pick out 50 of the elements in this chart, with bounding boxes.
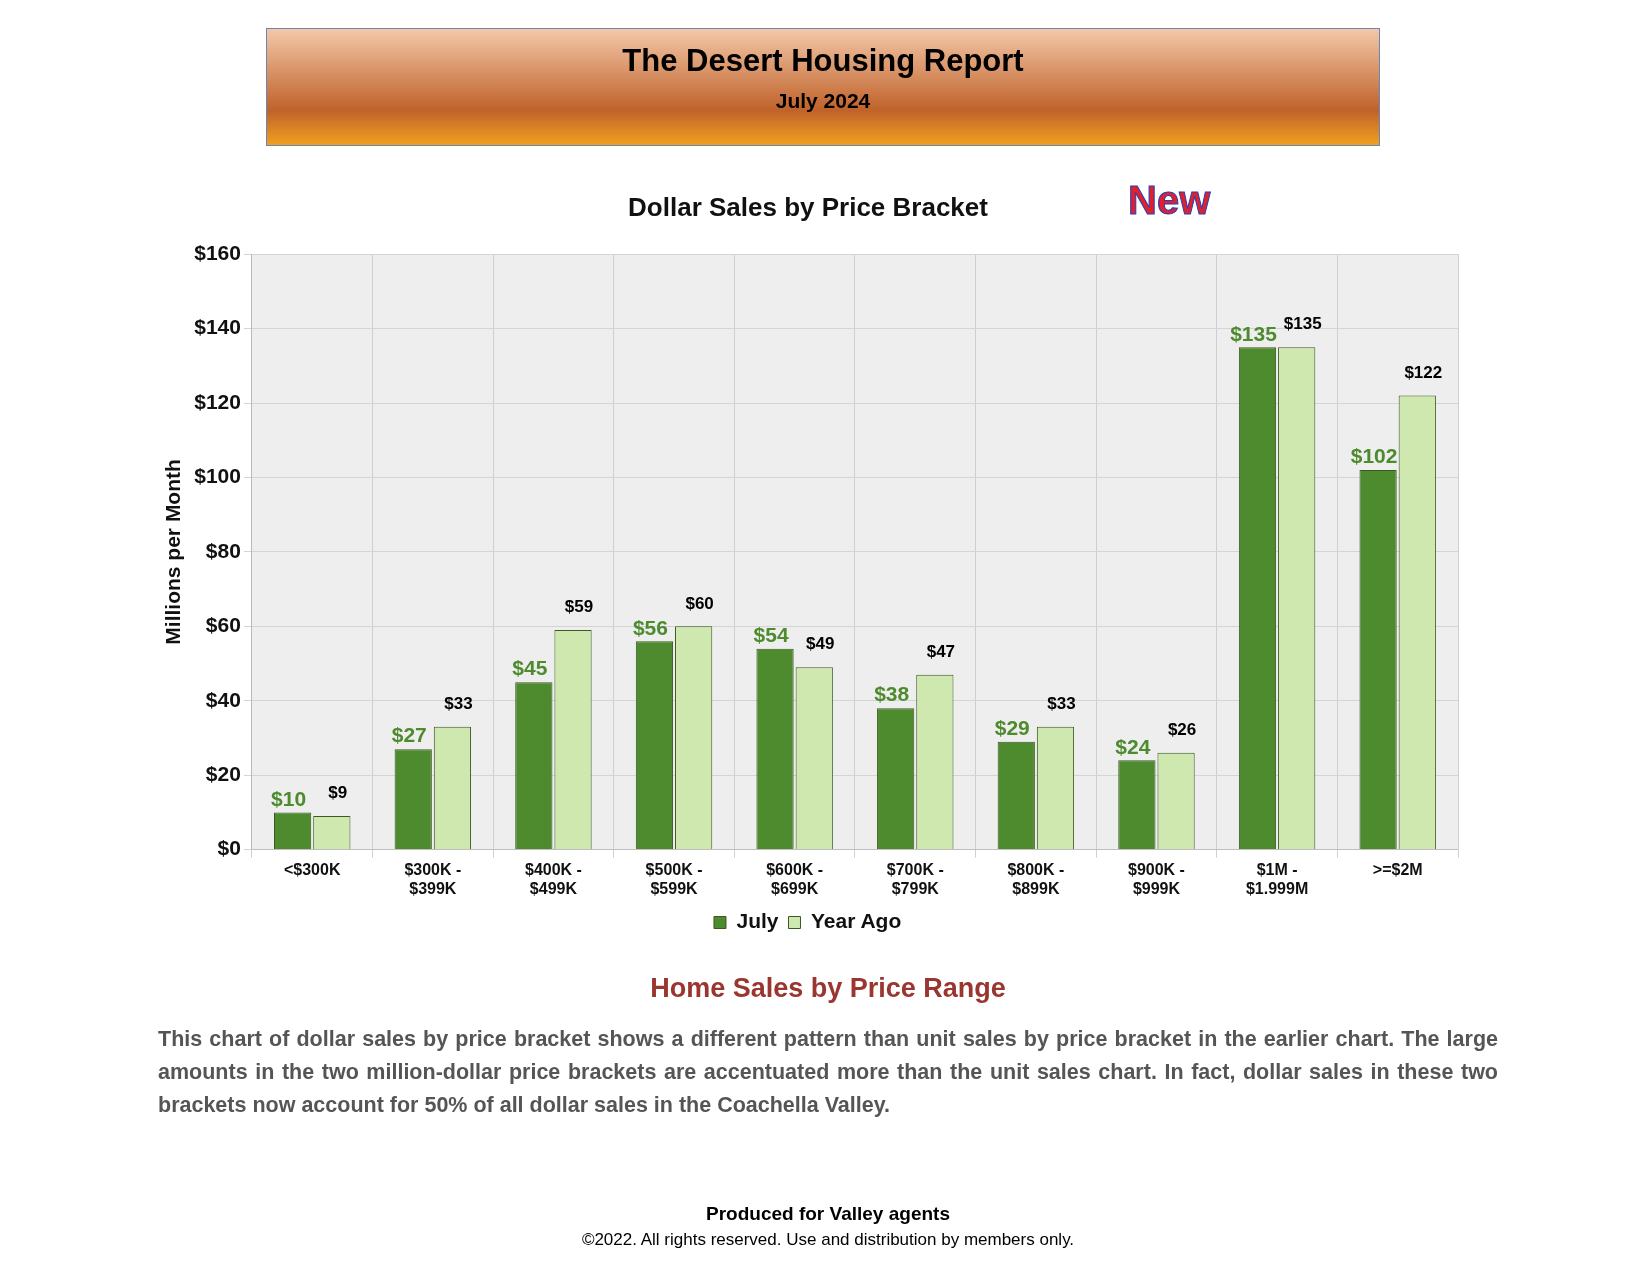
data-label: $38 <box>874 682 910 706</box>
y-tick-label: $60 <box>205 613 241 637</box>
x-tick-label: $800K - $899K <box>1007 860 1065 897</box>
data-label: $24 <box>1115 734 1151 758</box>
data-label: $33 <box>1047 693 1076 713</box>
text: This chart of dollar sales by price bracket shows a different pattern than unit sales by price bracket in the earlier chart. The large amounts in the two million-dollar price brackets are accentuated more than the unit sales chart. In fact, dollar sales in these two brackets now account for 50% of all dollar sales in the Coachella Valley. <box>158 1026 1498 1119</box>
x-tick-label: $900K - $999K <box>1128 860 1185 897</box>
data-label: $49 <box>806 634 835 654</box>
x-tick-label: $700K - $799K <box>886 860 944 897</box>
y-tick-label: $40 <box>205 687 241 711</box>
data-label: $10 <box>271 786 307 810</box>
y-tick-label: $0 <box>217 836 241 860</box>
x-tick-label: $600K - $699K <box>766 860 824 897</box>
data-label: $102 <box>1350 444 1398 468</box>
data-label: $56 <box>632 615 668 639</box>
x-tick-label: $1M - $1.999M <box>1245 860 1309 897</box>
y-tick-label: $20 <box>205 761 241 785</box>
data-label: $29 <box>994 715 1030 739</box>
y-tick-label: $160 <box>194 241 241 264</box>
y-axis-title: Millions per Month <box>161 459 185 645</box>
x-tick-label: $500K - $599K <box>645 860 703 897</box>
data-label: $135 <box>1230 321 1278 345</box>
legend-label: Year Ago <box>810 909 902 933</box>
x-tick-label: <$300K <box>283 860 341 878</box>
x-tick-label: >=$2M <box>1372 860 1423 878</box>
x-tick-label: $300K - $399K <box>404 860 462 897</box>
y-tick-label: $100 <box>194 464 241 488</box>
data-label: $9 <box>328 783 348 803</box>
legend-label: July <box>736 909 779 933</box>
text: ©2022. All rights reserved. Use and distribution by members only. <box>580 1230 1076 1250</box>
data-label: $47 <box>926 641 956 661</box>
data-label: $54 <box>753 622 789 646</box>
data-label: $33 <box>444 693 473 713</box>
x-tick-label: $400K - $499K <box>524 860 582 897</box>
chart-title: Dollar Sales by Price Bracket <box>628 191 989 222</box>
data-label: $135 <box>1283 314 1322 334</box>
data-label: $122 <box>1404 362 1443 382</box>
y-tick-label: $120 <box>194 389 241 413</box>
data-label: $45 <box>512 656 548 680</box>
data-label: $60 <box>685 593 714 613</box>
text: The Desert Housing Report <box>621 43 1025 79</box>
text: Produced for Valley agents <box>705 1203 951 1225</box>
text: New <box>1128 178 1211 223</box>
text: Home Sales by Price Range <box>649 973 1007 1004</box>
data-label: $59 <box>564 597 594 617</box>
data-label: $27 <box>391 723 427 747</box>
text: July 2024 <box>774 89 872 113</box>
data-label: $26 <box>1167 720 1197 740</box>
y-tick-label: $140 <box>194 315 241 339</box>
y-tick-label: $80 <box>205 538 241 562</box>
